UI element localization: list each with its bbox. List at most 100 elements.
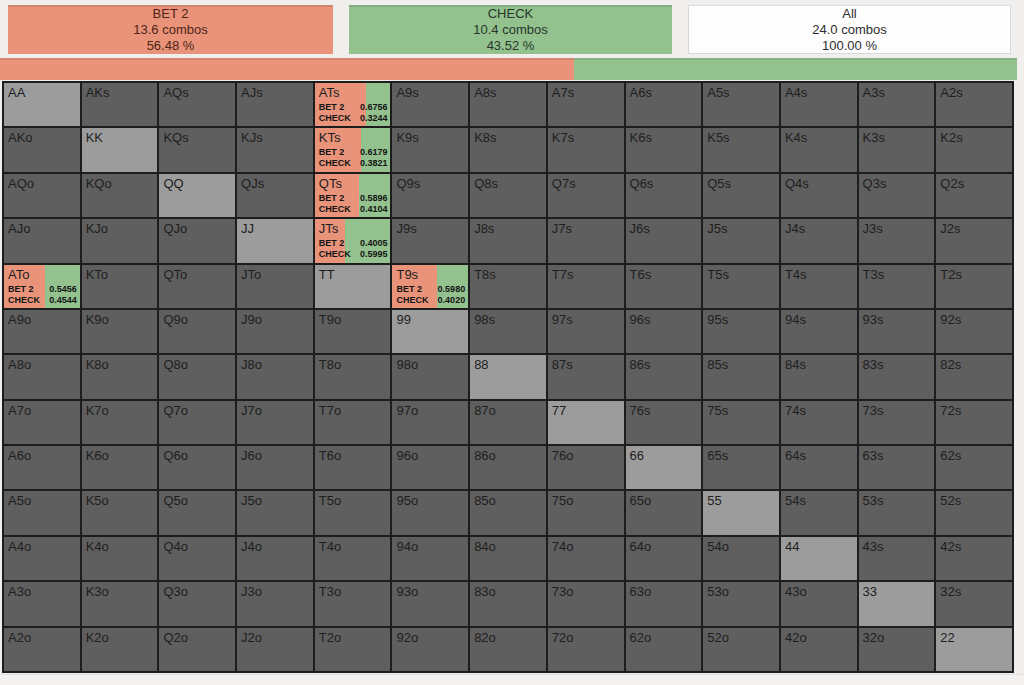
hand-cell-99[interactable]: 99 <box>392 310 468 353</box>
hand-cell-T8o[interactable]: T8o <box>315 355 391 398</box>
hand-cell-T9s[interactable]: T9sBET 20.5980CHECK0.4020 <box>392 265 468 308</box>
hand-cell-J2o[interactable]: J2o <box>237 628 313 671</box>
hand-cell-T8s[interactable]: T8s <box>470 265 546 308</box>
hand-cell-J3s[interactable]: J3s <box>859 219 935 262</box>
hand-cell-T5s[interactable]: T5s <box>703 265 779 308</box>
hand-cell-32s[interactable]: 32s <box>936 582 1012 625</box>
hand-cell-52o[interactable]: 52o <box>703 628 779 671</box>
hand-cell-86s[interactable]: 86s <box>626 355 702 398</box>
hand-cell-T3o[interactable]: T3o <box>315 582 391 625</box>
hand-cell-74s[interactable]: 74s <box>781 401 857 444</box>
hand-cell-KK[interactable]: KK <box>82 128 158 171</box>
hand-cell-Q7o[interactable]: Q7o <box>159 401 235 444</box>
hand-cell-K6o[interactable]: K6o <box>82 446 158 489</box>
hand-cell-Q7s[interactable]: Q7s <box>548 174 624 217</box>
hand-cell-53s[interactable]: 53s <box>859 491 935 534</box>
hand-cell-95o[interactable]: 95o <box>392 491 468 534</box>
hand-cell-T2s[interactable]: T2s <box>936 265 1012 308</box>
hand-cell-96s[interactable]: 96s <box>626 310 702 353</box>
hand-cell-83o[interactable]: 83o <box>470 582 546 625</box>
hand-cell-QJs[interactable]: QJs <box>237 174 313 217</box>
hand-cell-98s[interactable]: 98s <box>470 310 546 353</box>
hand-cell-65s[interactable]: 65s <box>703 446 779 489</box>
hand-cell-97o[interactable]: 97o <box>392 401 468 444</box>
hand-cell-55[interactable]: 55 <box>703 491 779 534</box>
hand-cell-82s[interactable]: 82s <box>936 355 1012 398</box>
hand-cell-K7o[interactable]: K7o <box>82 401 158 444</box>
hand-cell-Q6o[interactable]: Q6o <box>159 446 235 489</box>
hand-cell-QTo[interactable]: QTo <box>159 265 235 308</box>
hand-cell-K5s[interactable]: K5s <box>703 128 779 171</box>
hand-cell-42o[interactable]: 42o <box>781 628 857 671</box>
hand-cell-A4s[interactable]: A4s <box>781 83 857 126</box>
hand-cell-A8s[interactable]: A8s <box>470 83 546 126</box>
hand-cell-KQo[interactable]: KQo <box>82 174 158 217</box>
hand-cell-Q3s[interactable]: Q3s <box>859 174 935 217</box>
hand-cell-T4o[interactable]: T4o <box>315 537 391 580</box>
hand-cell-84s[interactable]: 84s <box>781 355 857 398</box>
hand-cell-65o[interactable]: 65o <box>626 491 702 534</box>
hand-cell-84o[interactable]: 84o <box>470 537 546 580</box>
hand-cell-96o[interactable]: 96o <box>392 446 468 489</box>
hand-cell-76s[interactable]: 76s <box>626 401 702 444</box>
hand-cell-K5o[interactable]: K5o <box>82 491 158 534</box>
hand-cell-63s[interactable]: 63s <box>859 446 935 489</box>
action-summary-check[interactable]: CHECK 10.4 combos 43.52 % <box>349 5 672 54</box>
hand-cell-Q4s[interactable]: Q4s <box>781 174 857 217</box>
hand-cell-T7s[interactable]: T7s <box>548 265 624 308</box>
hand-cell-A4o[interactable]: A4o <box>4 537 80 580</box>
hand-cell-Q8o[interactable]: Q8o <box>159 355 235 398</box>
hand-cell-A6o[interactable]: A6o <box>4 446 80 489</box>
hand-cell-JJ[interactable]: JJ <box>237 219 313 262</box>
hand-cell-62s[interactable]: 62s <box>936 446 1012 489</box>
hand-cell-A3s[interactable]: A3s <box>859 83 935 126</box>
hand-cell-88[interactable]: 88 <box>470 355 546 398</box>
hand-cell-83s[interactable]: 83s <box>859 355 935 398</box>
hand-cell-72o[interactable]: 72o <box>548 628 624 671</box>
hand-cell-93s[interactable]: 93s <box>859 310 935 353</box>
hand-cell-T5o[interactable]: T5o <box>315 491 391 534</box>
hand-cell-T2o[interactable]: T2o <box>315 628 391 671</box>
hand-cell-JTs[interactable]: JTsBET 20.4005CHECK0.5995 <box>315 219 391 262</box>
hand-cell-AKs[interactable]: AKs <box>82 83 158 126</box>
hand-cell-54s[interactable]: 54s <box>781 491 857 534</box>
hand-cell-22[interactable]: 22 <box>936 628 1012 671</box>
hand-cell-QTs[interactable]: QTsBET 20.5896CHECK0.4104 <box>315 174 391 217</box>
hand-cell-86o[interactable]: 86o <box>470 446 546 489</box>
hand-cell-T7o[interactable]: T7o <box>315 401 391 444</box>
hand-cell-KQs[interactable]: KQs <box>159 128 235 171</box>
hand-cell-AJs[interactable]: AJs <box>237 83 313 126</box>
hand-cell-T6o[interactable]: T6o <box>315 446 391 489</box>
hand-cell-54o[interactable]: 54o <box>703 537 779 580</box>
hand-cell-AQo[interactable]: AQo <box>4 174 80 217</box>
hand-cell-73o[interactable]: 73o <box>548 582 624 625</box>
hand-cell-75o[interactable]: 75o <box>548 491 624 534</box>
hand-cell-42s[interactable]: 42s <box>936 537 1012 580</box>
hand-cell-97s[interactable]: 97s <box>548 310 624 353</box>
hand-cell-64o[interactable]: 64o <box>626 537 702 580</box>
hand-cell-92s[interactable]: 92s <box>936 310 1012 353</box>
hand-cell-A2o[interactable]: A2o <box>4 628 80 671</box>
hand-cell-A3o[interactable]: A3o <box>4 582 80 625</box>
hand-cell-K8s[interactable]: K8s <box>470 128 546 171</box>
action-summary-all[interactable]: All 24.0 combos 100.00 % <box>688 5 1011 54</box>
hand-cell-43s[interactable]: 43s <box>859 537 935 580</box>
hand-cell-AJo[interactable]: AJo <box>4 219 80 262</box>
hand-cell-J9o[interactable]: J9o <box>237 310 313 353</box>
hand-cell-TT[interactable]: TT <box>315 265 391 308</box>
hand-cell-J8o[interactable]: J8o <box>237 355 313 398</box>
hand-cell-AKo[interactable]: AKo <box>4 128 80 171</box>
hand-cell-K3s[interactable]: K3s <box>859 128 935 171</box>
hand-cell-J9s[interactable]: J9s <box>392 219 468 262</box>
hand-cell-JTo[interactable]: JTo <box>237 265 313 308</box>
hand-cell-94o[interactable]: 94o <box>392 537 468 580</box>
hand-cell-J7o[interactable]: J7o <box>237 401 313 444</box>
hand-cell-Q4o[interactable]: Q4o <box>159 537 235 580</box>
hand-cell-J4o[interactable]: J4o <box>237 537 313 580</box>
hand-cell-T3s[interactable]: T3s <box>859 265 935 308</box>
hand-cell-A6s[interactable]: A6s <box>626 83 702 126</box>
hand-cell-72s[interactable]: 72s <box>936 401 1012 444</box>
hand-cell-Q5o[interactable]: Q5o <box>159 491 235 534</box>
hand-cell-Q2s[interactable]: Q2s <box>936 174 1012 217</box>
hand-cell-KTo[interactable]: KTo <box>82 265 158 308</box>
